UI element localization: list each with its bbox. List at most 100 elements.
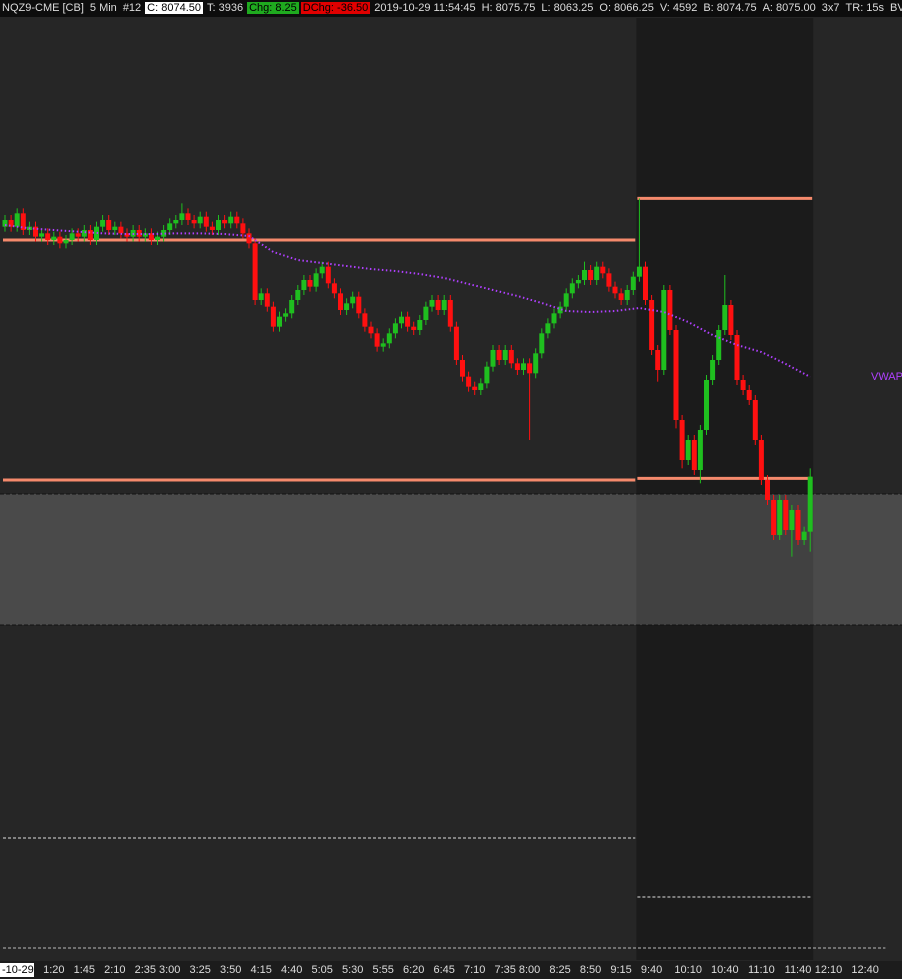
- x-tick-label: 3:50: [220, 964, 241, 976]
- candle-body: [338, 293, 343, 310]
- candle-body: [252, 243, 258, 300]
- candle-body: [301, 280, 307, 290]
- status-field: T: 3936: [207, 2, 244, 14]
- candle-body: [313, 273, 319, 287]
- candle-body: [453, 326, 459, 360]
- candle-body: [435, 300, 441, 310]
- candle-body: [94, 226, 99, 240]
- status-field: C: 8074.50: [145, 2, 203, 14]
- candle-body: [777, 500, 783, 535]
- candle-body: [771, 500, 777, 535]
- candle-body: [527, 363, 533, 374]
- candle-body: [466, 376, 472, 387]
- candle-body: [179, 213, 185, 220]
- candle-body: [508, 350, 514, 364]
- candle-body: [20, 213, 26, 230]
- candle-body: [472, 386, 478, 390]
- candle-body: [173, 220, 179, 224]
- x-tick-label: 11:10: [748, 964, 775, 976]
- x-tick-label: 12:40: [851, 964, 879, 976]
- candle-body: [691, 440, 697, 470]
- candle-body: [8, 220, 14, 227]
- candle-body: [246, 233, 252, 244]
- candle-body: [557, 306, 563, 314]
- candle-body: [209, 226, 215, 230]
- candle-body: [569, 283, 575, 294]
- candle-body: [344, 303, 350, 310]
- x-tick-label: 5:05: [311, 964, 332, 976]
- candle-body: [283, 313, 289, 317]
- x-tick-label: 3:00: [159, 964, 180, 976]
- candle-body: [136, 230, 142, 237]
- status-field: 2019-10-29 11:54:45: [374, 2, 476, 14]
- candle-body: [222, 220, 228, 224]
- candle-body: [39, 233, 45, 237]
- x-tick-label: 10:10: [674, 964, 702, 976]
- candle-body: [624, 290, 630, 300]
- candle-body: [75, 233, 81, 237]
- x-tick-label: 1:45: [74, 964, 95, 976]
- candle-body: [783, 500, 789, 530]
- candle-body: [258, 293, 264, 300]
- candle-body: [197, 216, 203, 224]
- candle-body: [405, 316, 411, 327]
- candle-body: [636, 266, 642, 277]
- candle-body: [795, 510, 801, 540]
- candle-body: [679, 420, 685, 460]
- candle-body: [484, 366, 490, 384]
- x-tick-label: 1:20: [43, 964, 64, 976]
- candle-body: [460, 360, 465, 377]
- candle-body: [673, 330, 679, 420]
- candle-body: [368, 326, 374, 334]
- candle-body: [228, 216, 234, 224]
- candle-body: [612, 286, 618, 294]
- candle-body: [563, 293, 569, 307]
- candle-body: [124, 233, 130, 237]
- status-bar: NQZ9-CME [CB] 5 Min #12 C: 8074.50 T: 3936 Ch…: [0, 0, 902, 17]
- candle-body: [582, 270, 587, 280]
- candle-body: [167, 223, 173, 230]
- candle-body: [319, 266, 325, 274]
- candle-body: [661, 290, 667, 370]
- candle-body: [588, 270, 594, 280]
- status-field: 3x7: [821, 2, 840, 14]
- candle-body: [216, 220, 221, 230]
- status-field: O: 8066.25: [599, 2, 654, 14]
- x-tick-label: 8:50: [580, 964, 601, 976]
- x-tick-label: 9:40: [641, 964, 662, 976]
- candle-body: [643, 266, 648, 300]
- candle-body: [57, 236, 63, 244]
- candle-body: [161, 230, 167, 237]
- candle-body: [490, 350, 496, 367]
- candle-body: [789, 510, 795, 530]
- candle-body: [374, 333, 380, 347]
- candle-body: [514, 363, 520, 370]
- candle-body: [100, 220, 106, 227]
- candle-body: [264, 293, 270, 307]
- x-tick-label: 12:10: [815, 964, 843, 976]
- session-shade: [636, 18, 814, 960]
- candle-body: [734, 335, 740, 380]
- x-tick-label: -10-29: [2, 964, 34, 976]
- candle-body: [594, 266, 600, 280]
- candle-body: [45, 233, 51, 240]
- status-field: V: 4592: [659, 2, 698, 14]
- candle-body: [545, 323, 551, 334]
- x-tick-label: 5:30: [342, 964, 363, 976]
- candle-body: [118, 226, 124, 234]
- candle-body: [551, 313, 557, 324]
- candle-body: [722, 305, 728, 330]
- status-field: A: 8075.00: [762, 2, 816, 14]
- x-tick-label: 7:35: [494, 964, 515, 976]
- candle-body: [106, 220, 112, 230]
- candle-body: [423, 306, 429, 320]
- candle-body: [240, 223, 246, 234]
- candle-body: [740, 380, 746, 390]
- status-field: L: 8063.25: [541, 2, 594, 14]
- candle-body: [502, 350, 508, 360]
- candle-body: [350, 296, 356, 304]
- candle-body: [630, 276, 636, 290]
- candle-body: [234, 216, 240, 224]
